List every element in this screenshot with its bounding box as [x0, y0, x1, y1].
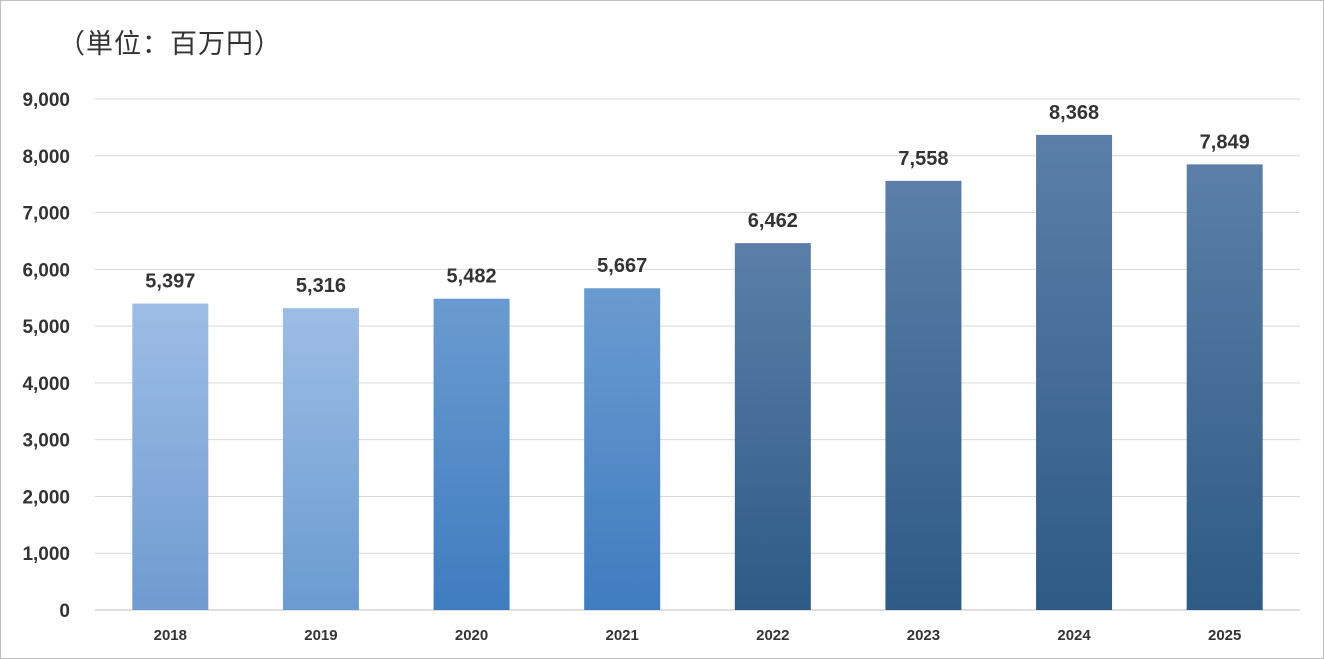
y-tick-label: 6,000 — [22, 260, 70, 281]
x-tick-label-2023: 2023 — [907, 627, 940, 644]
y-tick-label: 1,000 — [22, 544, 70, 565]
y-tick-label: 5,000 — [22, 317, 70, 338]
y-tick-label: 0 — [59, 601, 70, 622]
x-tick-label-2018: 2018 — [154, 627, 187, 644]
unit-label: （単位：百万円） — [58, 29, 282, 60]
bars — [132, 134, 1263, 611]
x-tick-label-2025: 2025 — [1208, 627, 1241, 644]
x-tick-label-2019: 2019 — [304, 627, 337, 644]
y-tick-label: 2,000 — [22, 487, 70, 508]
data-label-2019: 5,316 — [296, 275, 346, 297]
x-tick-label-2021: 2021 — [606, 627, 639, 644]
data-label-2018: 5,397 — [145, 271, 195, 293]
bar-2021 — [584, 288, 661, 610]
y-tick-label: 8,000 — [22, 147, 70, 168]
data-label-2022: 6,462 — [748, 210, 798, 232]
data-label-2020: 5,482 — [447, 266, 497, 288]
bar-2022 — [734, 243, 811, 611]
bar-2020 — [433, 298, 510, 610]
bar-2025 — [1186, 164, 1263, 610]
x-tick-label-2020: 2020 — [455, 627, 488, 644]
data-label-2021: 5,667 — [597, 255, 647, 277]
bar-2024 — [1036, 134, 1113, 611]
data-label-2025: 7,849 — [1200, 131, 1250, 153]
data-label-2024: 8,368 — [1049, 102, 1099, 124]
bar-2018 — [132, 303, 209, 610]
labels: 0 1,000 2,000 3,000 4,000 5,000 6,000 7,000 8,00… — [22, 90, 1249, 644]
y-tick-label: 4,000 — [22, 374, 70, 395]
data-label-2023: 7,558 — [898, 148, 948, 170]
gridlines — [95, 98, 1300, 554]
bar-2019 — [282, 308, 359, 610]
y-tick-label: 3,000 — [22, 431, 70, 452]
x-tick-label-2022: 2022 — [756, 627, 789, 644]
bar-2023 — [885, 180, 962, 611]
y-tick-label: 7,000 — [22, 204, 70, 225]
y-tick-label: 9,000 — [22, 90, 70, 111]
x-tick-label-2024: 2024 — [1057, 627, 1091, 644]
